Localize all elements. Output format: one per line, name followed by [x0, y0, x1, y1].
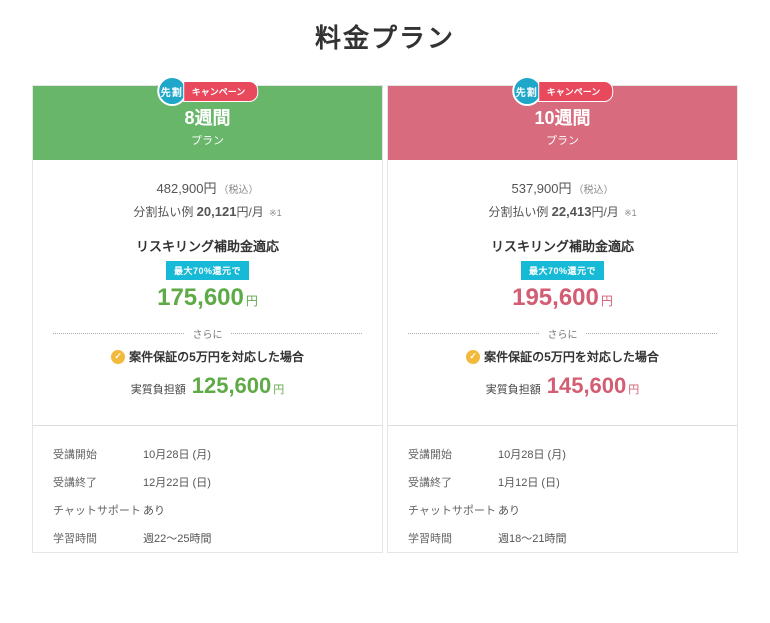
check-icon: ✓ [466, 350, 480, 364]
plan-details: 受講開始10月28日 (月) 受講終了12月22日 (日) チャットサポートあり… [33, 426, 382, 552]
subsidy-price: 175,600円 [53, 284, 362, 312]
original-price: 482,900円（税込） [53, 178, 362, 197]
plan-details: 受講開始10月28日 (月) 受講終了1月12日 (日) チャットサポートあり … [388, 426, 737, 552]
plan-card-1: 先割 キャンペーン 10週間 プラン 537,900円（税込） 分割払い例 22… [387, 85, 738, 553]
original-price: 537,900円（税込） [408, 178, 717, 197]
plan-badges: 先割 キャンペーン [512, 76, 614, 106]
plan-badges: 先割 キャンペーン [157, 76, 259, 106]
check-icon: ✓ [111, 350, 125, 364]
page-title: 料金プラン [0, 18, 770, 55]
plan-label: プラン [388, 132, 737, 148]
refund-badge: 最大70%還元で [166, 261, 249, 280]
net-price: 145,600円 [547, 373, 640, 399]
net-price: 125,600円 [192, 373, 285, 399]
plan-label: プラン [33, 132, 382, 148]
detail-end: 受講終了1月12日 (日) [408, 468, 717, 496]
net-price-row: 実質負担額 145,600円 [408, 373, 717, 399]
detail-hours: 学習時間週18～21時間 [408, 524, 717, 552]
plan-duration: 10週間 [388, 104, 737, 130]
guarantee-line: ✓案件保証の5万円を対応した場合 [408, 348, 717, 365]
guarantee-line: ✓案件保証の5万円を対応した場合 [53, 348, 362, 365]
refund-badge: 最大70%還元で [521, 261, 604, 280]
net-label: 実質負担額 [131, 381, 186, 397]
installment-line: 分割払い例 20,121円/月 ※1 [53, 203, 362, 220]
net-price-row: 実質負担額 125,600円 [53, 373, 362, 399]
plans-container: 先割 キャンペーン 8週間 プラン 482,900円（税込） 分割払い例 20,… [0, 85, 770, 553]
subsidy-price: 195,600円 [408, 284, 717, 312]
divider: さらに [53, 326, 362, 340]
detail-end: 受講終了12月22日 (日) [53, 468, 362, 496]
campaign-badge: キャンペーン [183, 81, 259, 102]
divider: さらに [408, 326, 717, 340]
campaign-badge: キャンペーン [538, 81, 614, 102]
detail-chat: チャットサポートあり [53, 496, 362, 524]
installment-line: 分割払い例 22,413円/月 ※1 [408, 203, 717, 220]
detail-start: 受講開始10月28日 (月) [408, 440, 717, 468]
plan-body: 537,900円（税込） 分割払い例 22,413円/月 ※1 リスキリング補助… [388, 160, 737, 409]
net-label: 実質負担額 [486, 381, 541, 397]
detail-hours: 学習時間週22～25時間 [53, 524, 362, 552]
subsidy-title: リスキリング補助金適応 [53, 236, 362, 255]
subsidy-title: リスキリング補助金適応 [408, 236, 717, 255]
plan-body: 482,900円（税込） 分割払い例 20,121円/月 ※1 リスキリング補助… [33, 160, 382, 409]
plan-card-0: 先割 キャンペーン 8週間 プラン 482,900円（税込） 分割払い例 20,… [32, 85, 383, 553]
plan-duration: 8週間 [33, 104, 382, 130]
detail-chat: チャットサポートあり [408, 496, 717, 524]
detail-start: 受講開始10月28日 (月) [53, 440, 362, 468]
